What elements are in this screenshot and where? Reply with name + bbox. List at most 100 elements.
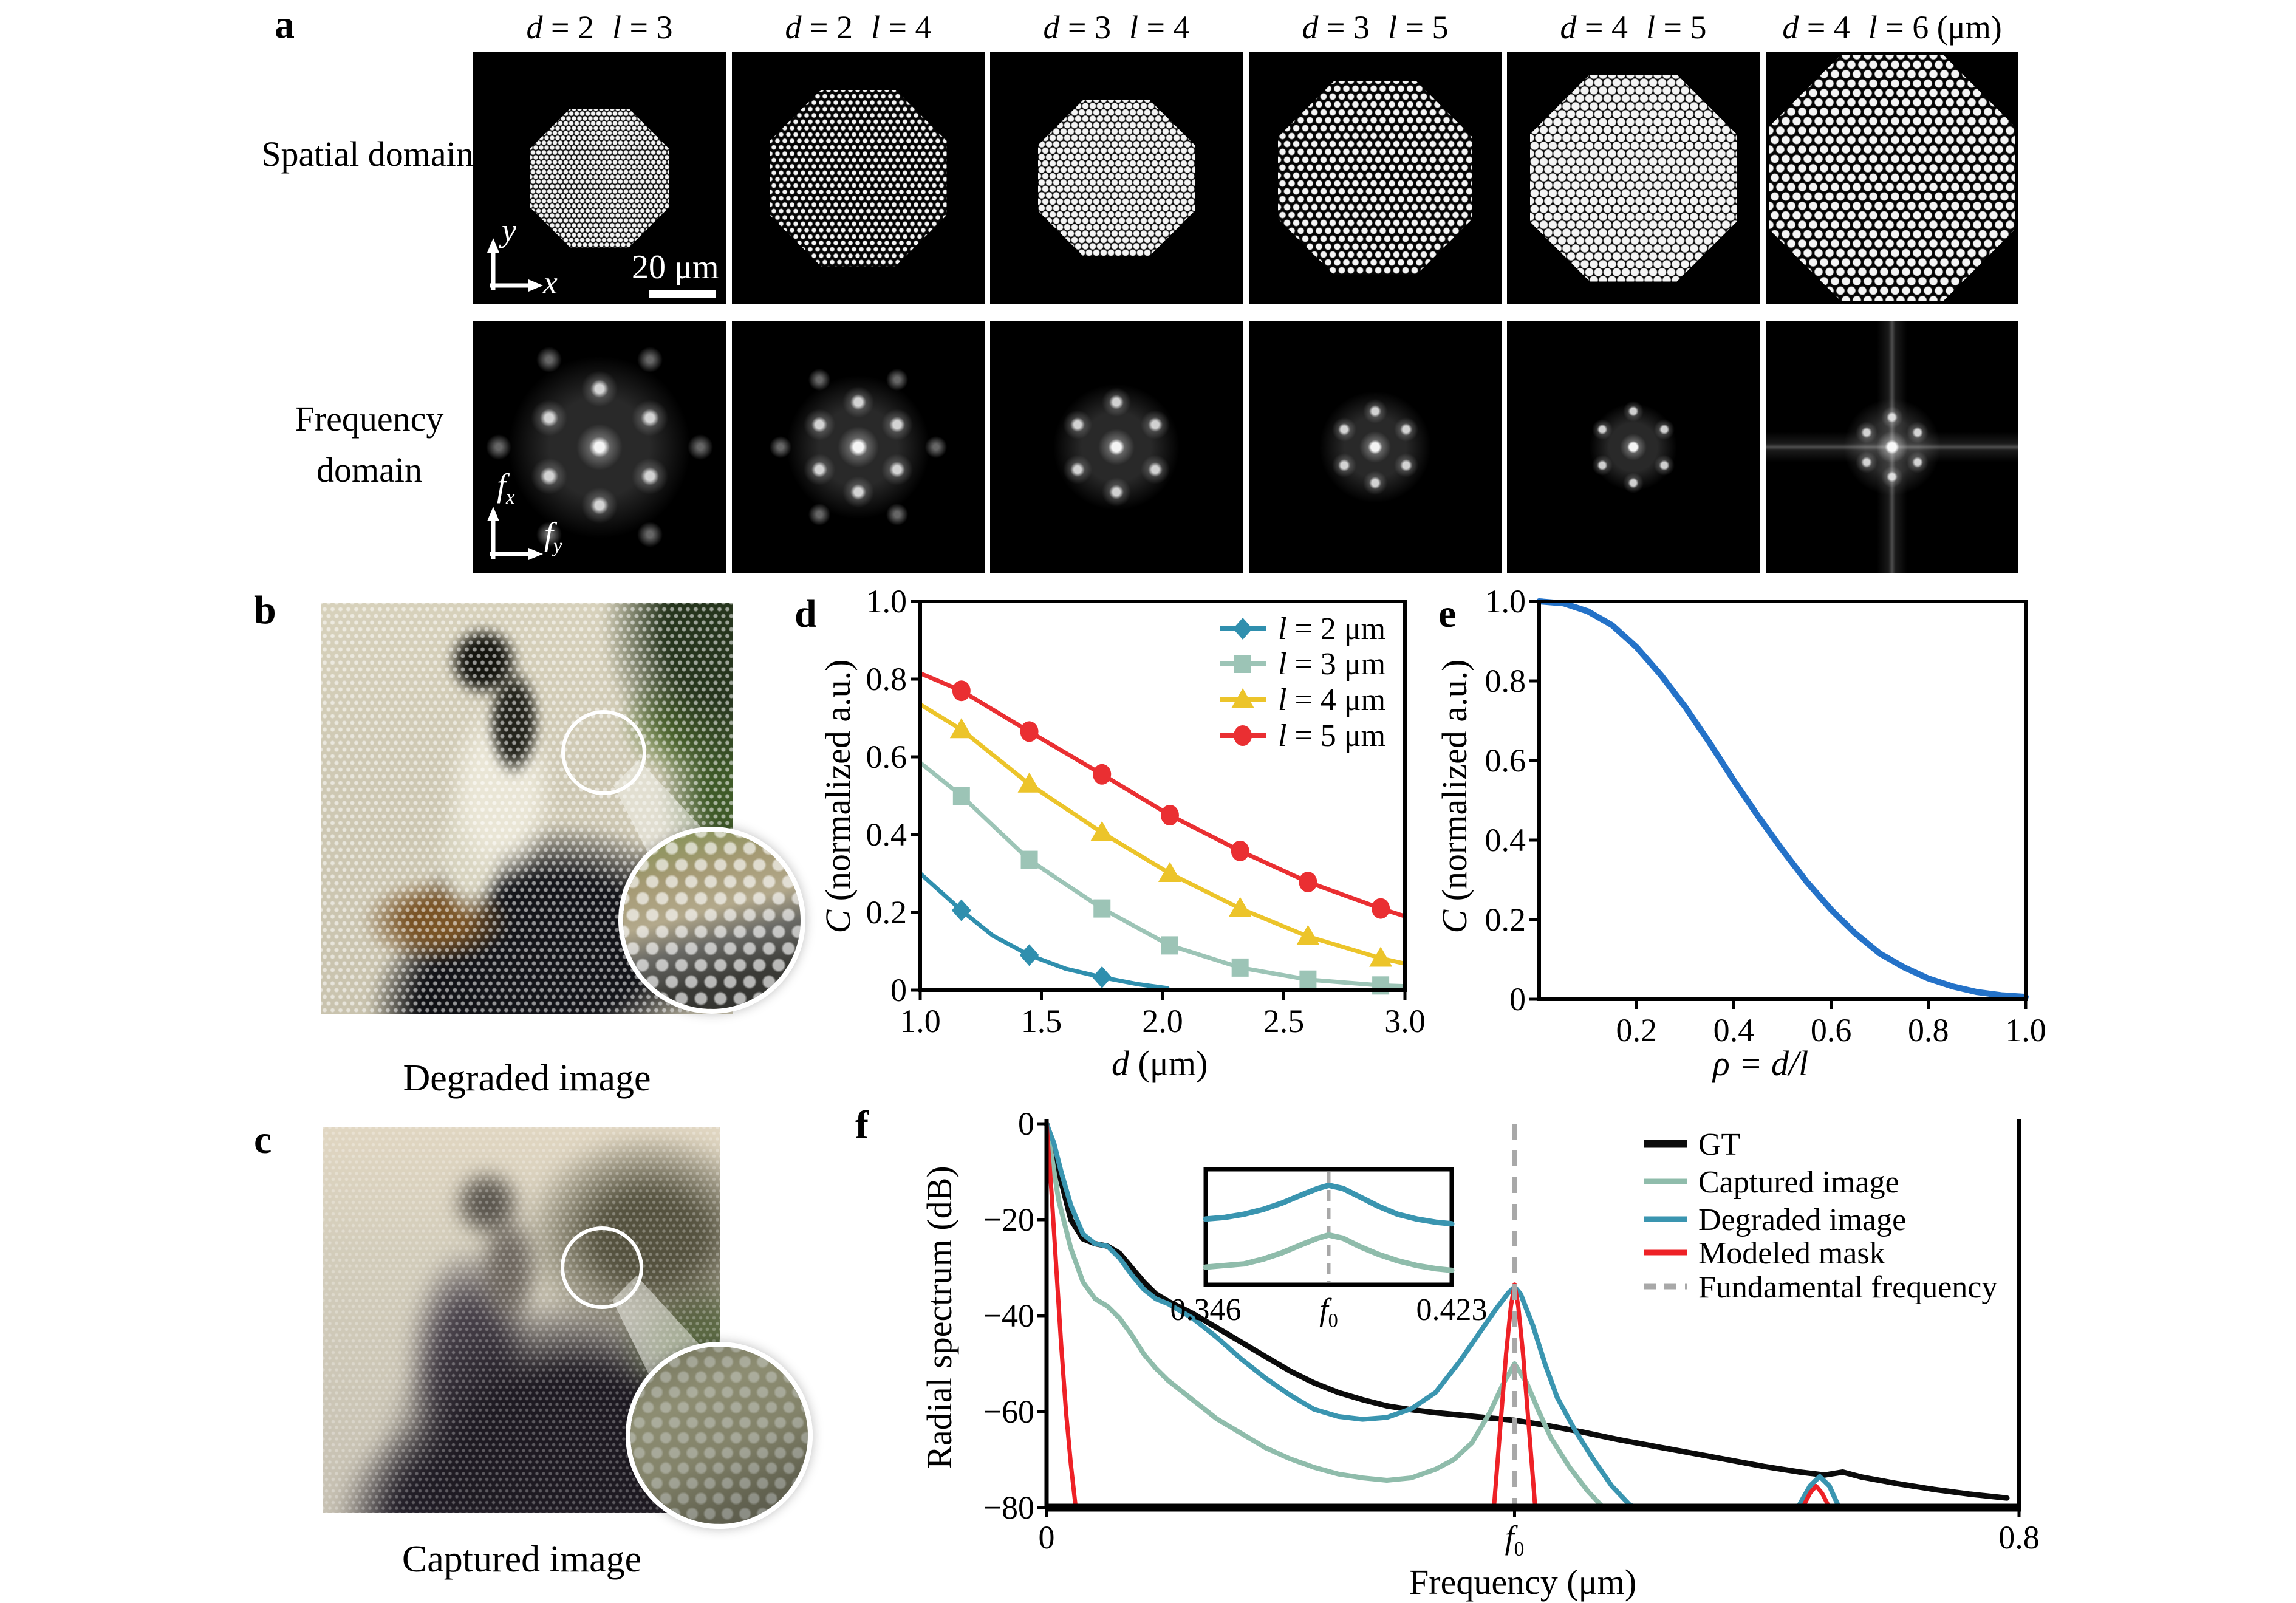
chart-e-xtick-label: 1.0 bbox=[2005, 1012, 2046, 1048]
chart-e-xlabel: ρ = d/l bbox=[1713, 1046, 1808, 1081]
fx-sub: x bbox=[506, 486, 515, 508]
chart-d-legend-label: l = 3 μm bbox=[1278, 647, 1386, 682]
chart-f-ytick-label: −40 bbox=[983, 1297, 1034, 1334]
panel-d-letter: d bbox=[794, 592, 817, 636]
chart-f-legend-label: Degraded image bbox=[1698, 1203, 1907, 1237]
spatial-x-axis-label: x bbox=[543, 264, 558, 301]
frequency-pattern-5 bbox=[1507, 321, 1760, 573]
chart-d-xtick-label: 3.0 bbox=[1384, 1003, 1426, 1039]
chart-e-ytick-label: 0.2 bbox=[1485, 901, 1526, 938]
chart-e-ytick-label: 0.6 bbox=[1485, 742, 1526, 779]
marker-triangle bbox=[1158, 862, 1181, 882]
chart-d-ylabel-rest: (normalized a.u.) bbox=[818, 659, 858, 910]
row-label-spatial-domain: Spatial domain bbox=[261, 134, 474, 174]
panel-b-letter: b bbox=[254, 588, 276, 632]
marker-circle bbox=[1093, 764, 1112, 785]
hole-array-octagon-3 bbox=[1038, 100, 1195, 256]
chart-e-series-line bbox=[1536, 598, 2029, 1000]
frequency-domain-image-1 bbox=[473, 321, 726, 573]
chart-e-xtick-label: 0.2 bbox=[1616, 1012, 1657, 1048]
marker-circle bbox=[1231, 840, 1249, 861]
marker-triangle bbox=[949, 718, 973, 739]
panel-a-letter: a bbox=[275, 2, 295, 47]
scale-bar-label: 20 μm bbox=[632, 248, 719, 286]
chart-d-ytick-label: 0 bbox=[890, 972, 907, 1008]
hole-array-octagon-5 bbox=[1529, 74, 1737, 282]
frequency-pattern-4 bbox=[1249, 321, 1502, 573]
chart-f-inset-series-Captured-image bbox=[1203, 1232, 1455, 1273]
marker-square bbox=[1234, 655, 1251, 673]
fx-base: f bbox=[497, 467, 507, 504]
chart-e-frame bbox=[1537, 600, 2028, 1001]
chart-e-xtick-label: 0.8 bbox=[1908, 1012, 1949, 1048]
chart-f-inset-frame bbox=[1203, 1167, 1454, 1287]
panel-e-letter: e bbox=[1438, 592, 1457, 636]
chart-d-ytick-label: 0.6 bbox=[866, 739, 907, 775]
marker-square bbox=[1231, 958, 1249, 977]
hole-array-octagon-2 bbox=[770, 89, 947, 267]
frequency-domain-image-2 bbox=[732, 321, 985, 573]
fy-base: f bbox=[544, 516, 554, 552]
spatial-domain-image-2 bbox=[732, 52, 985, 304]
frequency-pattern-6 bbox=[1766, 321, 2018, 573]
frequency-pattern-1 bbox=[473, 321, 726, 573]
row-label-frequency-domain: Frequency domain bbox=[295, 399, 444, 490]
chart-f-ytick-label: 0 bbox=[1018, 1106, 1034, 1142]
chart-f-xtick-label: 0.8 bbox=[1998, 1519, 2040, 1556]
marker-diamond bbox=[1019, 944, 1039, 966]
hole-array-octagon-6 bbox=[1769, 55, 2015, 301]
chart-f-ytick-label: −80 bbox=[983, 1489, 1034, 1526]
marker-diamond bbox=[1092, 966, 1112, 988]
chart-e-xtick-label: 0.4 bbox=[1713, 1012, 1755, 1048]
marker-diamond bbox=[1233, 618, 1252, 640]
chart-d-series-line bbox=[920, 760, 1405, 989]
chart-d-xlabel-var: d bbox=[1112, 1044, 1129, 1083]
captured-image-zoom-inset bbox=[626, 1342, 813, 1529]
chart-f-inset-series-Degraded-image bbox=[1203, 1182, 1455, 1227]
marker-square bbox=[1093, 899, 1111, 918]
chart-d-xtick-label: 2.0 bbox=[1142, 1003, 1183, 1039]
chart-f-legend-label: Captured image bbox=[1698, 1165, 1899, 1200]
spatial-domain-image-1 bbox=[473, 52, 726, 304]
spatial-domain-image-6 bbox=[1766, 52, 2018, 304]
marker-circle bbox=[952, 680, 971, 702]
chart-d-xtick-label: 2.5 bbox=[1263, 1003, 1305, 1039]
marker-diamond bbox=[951, 899, 971, 921]
spatial-domain-image-5 bbox=[1507, 52, 1760, 304]
chart-e-ytick-label: 1.0 bbox=[1485, 583, 1526, 620]
chart-f-inset-xtick-label: f0 bbox=[1319, 1293, 1338, 1331]
chart-f-series-Modeled-mask bbox=[1044, 1121, 1078, 1510]
frequency-domain-image-6 bbox=[1766, 321, 2018, 573]
marker-circle bbox=[1234, 725, 1252, 746]
captured-image-content bbox=[323, 1127, 720, 1513]
marker-triangle bbox=[1369, 946, 1393, 967]
marker-triangle bbox=[1017, 772, 1041, 793]
marker-triangle bbox=[1296, 925, 1320, 945]
frequency-fx-axis-label: fx bbox=[497, 469, 514, 507]
degraded-image-caption: Degraded image bbox=[403, 1058, 651, 1099]
marker-circle bbox=[1299, 872, 1317, 893]
panel-f-letter: f bbox=[855, 1103, 869, 1147]
marker-triangle bbox=[1228, 897, 1252, 917]
chart-d-xlabel-rest: (μm) bbox=[1129, 1044, 1208, 1083]
spatial-domain-image-4 bbox=[1249, 52, 1502, 304]
chart-f-inset-xtick-label: 0.423 bbox=[1416, 1293, 1488, 1327]
spatial-y-axis-label: y bbox=[502, 212, 516, 248]
chart-d-xtick-label: 1.5 bbox=[1020, 1003, 1062, 1039]
marker-square bbox=[1020, 850, 1038, 869]
chart-d-xlabel: d (μm) bbox=[1112, 1046, 1208, 1081]
marker-circle bbox=[1372, 898, 1390, 919]
chart-d-legend-label: l = 5 μm bbox=[1278, 719, 1386, 753]
spatial-domain-image-3 bbox=[990, 52, 1243, 304]
chart-e-xlabel-var: ρ = d/l bbox=[1713, 1044, 1809, 1083]
marker-square bbox=[952, 787, 970, 805]
degraded-image-zoom-inset bbox=[618, 827, 805, 1014]
chart-e-ytick-label: 0 bbox=[1509, 981, 1526, 1017]
chart-e-ytick-label: 0.8 bbox=[1485, 663, 1526, 699]
chart-e-xtick-label: 0.6 bbox=[1810, 1012, 1852, 1048]
scale-bar bbox=[649, 290, 716, 298]
